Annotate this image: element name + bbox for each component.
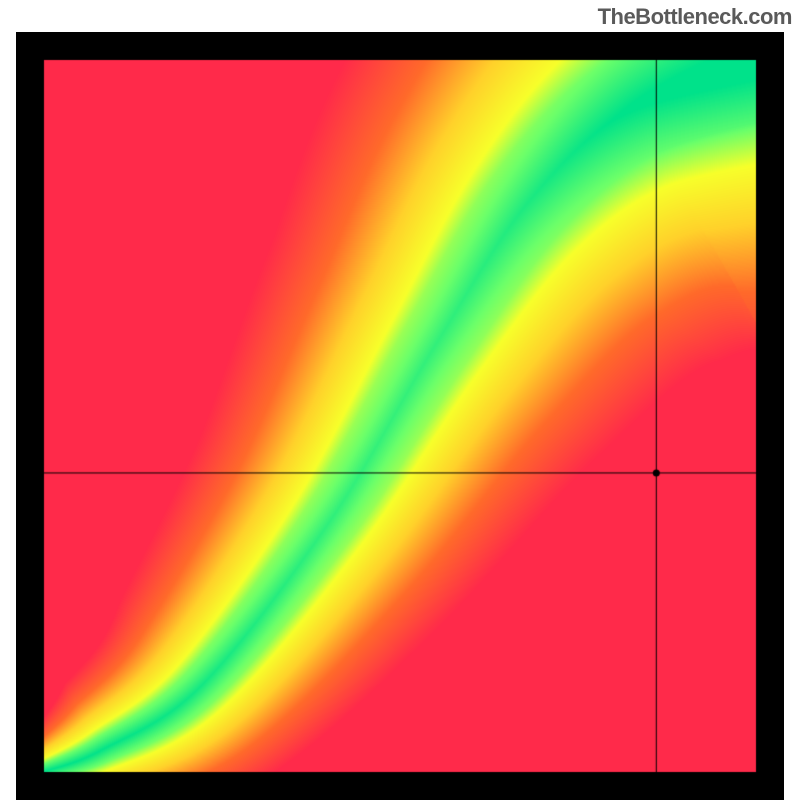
watermark-text: TheBottleneck.com [598, 4, 792, 30]
heatmap-canvas [16, 32, 784, 800]
chart-frame [16, 32, 784, 800]
chart-container: TheBottleneck.com [0, 0, 800, 800]
